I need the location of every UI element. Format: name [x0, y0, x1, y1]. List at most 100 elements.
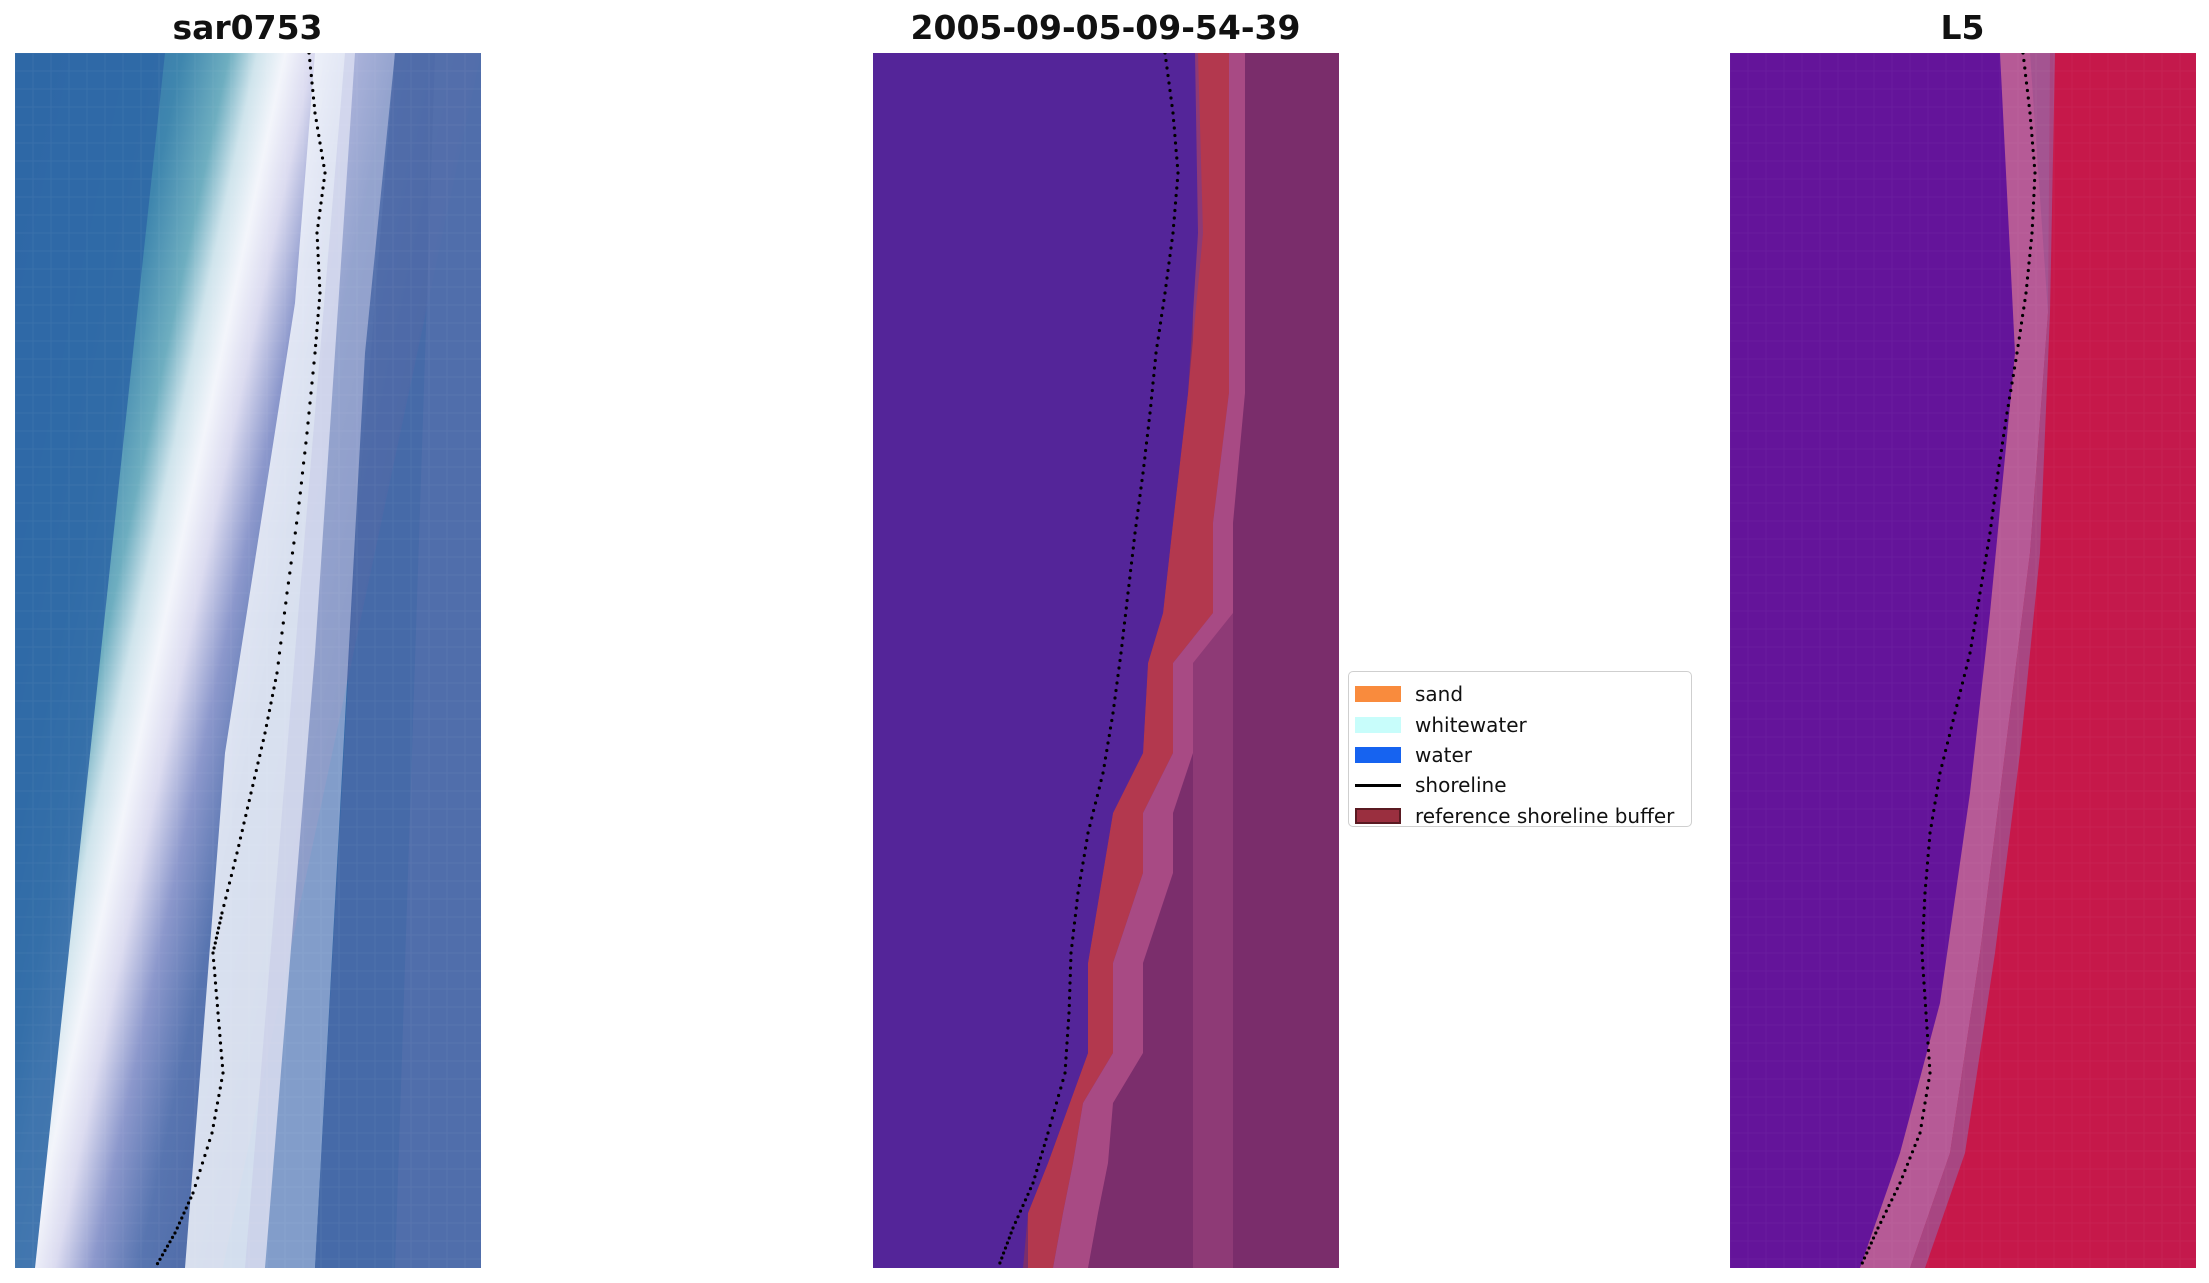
- legend-item-reference-buffer: reference shoreline buffer: [1349, 801, 1691, 831]
- shoreline-point: [1069, 951, 1073, 955]
- shoreline-point: [1929, 823, 1933, 828]
- shoreline-point: [1107, 733, 1111, 738]
- shoreline-point: [1035, 1168, 1039, 1173]
- shoreline-point: [224, 896, 228, 900]
- shoreline-point: [1934, 793, 1938, 798]
- shoreline-point: [1908, 1156, 1912, 1160]
- shoreline-point: [2022, 58, 2026, 63]
- shoreline-point: [261, 738, 265, 743]
- legend-item-sand: sand: [1349, 679, 1691, 709]
- shoreline-point: [1166, 73, 1170, 78]
- shoreline-point: [1922, 913, 1926, 918]
- shoreline-point: [1028, 1187, 1033, 1191]
- shoreline-point: [216, 1011, 220, 1015]
- shoreline-point: [1116, 673, 1120, 678]
- shoreline-point: [316, 246, 320, 250]
- shoreline-point: [1898, 1181, 1902, 1185]
- shoreline-point: [2017, 336, 2021, 340]
- shoreline-point: [229, 873, 233, 878]
- shoreline-point: [1169, 96, 1173, 100]
- shoreline-point: [1168, 88, 1172, 93]
- shoreline-point: [1951, 718, 1955, 723]
- shoreline-point: [318, 141, 322, 145]
- shoreline-point: [1985, 546, 1990, 550]
- shoreline-point: [1066, 1018, 1071, 1023]
- shoreline-point: [1922, 1108, 1926, 1113]
- shoreline-point: [1092, 808, 1096, 813]
- shoreline-point: [180, 1216, 184, 1220]
- shoreline-point: [1120, 643, 1124, 648]
- shoreline-point: [259, 746, 264, 750]
- shoreline-point: [1978, 591, 1982, 595]
- shoreline-point: [1013, 1220, 1018, 1224]
- shoreline-point: [1921, 928, 1925, 933]
- shoreline-point: [218, 1086, 222, 1090]
- shoreline-point: [1037, 1162, 1041, 1166]
- shoreline-point: [1105, 748, 1109, 753]
- shoreline-point: [218, 921, 222, 925]
- shoreline-point: [217, 1093, 221, 1098]
- shoreline-point: [1059, 1086, 1063, 1090]
- shoreline-point: [227, 881, 232, 885]
- shoreline-point: [1876, 1226, 1880, 1230]
- shoreline-point: [302, 461, 306, 465]
- shoreline-point: [165, 1244, 170, 1248]
- shoreline-point: [2023, 66, 2027, 70]
- shoreline-point: [198, 1168, 202, 1173]
- shoreline-point: [1137, 501, 1141, 505]
- shoreline-point: [1065, 1033, 1070, 1038]
- shoreline-point: [1170, 103, 1174, 108]
- shoreline-point: [1086, 831, 1090, 835]
- shoreline-point: [1996, 471, 2000, 475]
- shoreline-point: [1125, 598, 1129, 603]
- shoreline-point: [1890, 1198, 1894, 1202]
- shoreline-point: [1924, 1011, 1928, 1015]
- index-scene: [1730, 53, 2196, 1268]
- shoreline-trace: [1860, 53, 2037, 1265]
- shoreline-point: [1009, 1231, 1013, 1235]
- shoreline-point: [318, 208, 322, 213]
- shoreline-point: [2021, 313, 2025, 318]
- shoreline-point: [1111, 711, 1115, 715]
- shoreline-point: [1922, 981, 1926, 985]
- shoreline-point: [1046, 1131, 1050, 1135]
- shoreline-point: [1922, 906, 1926, 910]
- shoreline-point: [312, 361, 316, 365]
- shoreline-point: [177, 1221, 182, 1225]
- shoreline-point: [1099, 778, 1103, 783]
- shoreline-point: [1925, 1033, 1930, 1038]
- shoreline-point: [1920, 958, 1925, 963]
- shoreline-point: [1969, 643, 1973, 648]
- shoreline-point: [1101, 771, 1105, 775]
- shoreline-point: [320, 193, 324, 198]
- shoreline-point: [1154, 351, 1158, 355]
- shoreline-point: [1977, 598, 1981, 603]
- shoreline-point: [215, 996, 219, 1000]
- shoreline-point: [314, 118, 318, 123]
- shoreline-point: [220, 1063, 224, 1068]
- shoreline-point: [1112, 703, 1116, 708]
- shoreline-point: [1162, 298, 1166, 303]
- shoreline-point: [1093, 801, 1098, 805]
- shoreline-point: [2030, 231, 2034, 235]
- water-index-panel: [1730, 53, 2196, 1268]
- shoreline-point: [214, 936, 218, 940]
- shoreline-point: [1964, 666, 1968, 670]
- shoreline-point: [215, 1003, 219, 1008]
- shoreline-point: [193, 1183, 197, 1188]
- shoreline-point: [297, 501, 301, 505]
- shoreline-point: [263, 731, 267, 735]
- shoreline-point: [221, 1071, 225, 1075]
- shoreline-point: [231, 866, 235, 870]
- shoreline-point: [2026, 96, 2030, 100]
- shoreline-point: [212, 958, 216, 963]
- shoreline-point: [1103, 756, 1108, 760]
- shoreline-point: [2007, 396, 2012, 400]
- shoreline-point: [244, 813, 248, 818]
- shoreline-point: [1131, 546, 1135, 550]
- shoreline-point: [217, 1018, 221, 1023]
- shoreline-point: [175, 1226, 179, 1230]
- shoreline-point: [314, 343, 318, 348]
- shoreline-point: [272, 686, 276, 690]
- shoreline-point: [2024, 291, 2028, 295]
